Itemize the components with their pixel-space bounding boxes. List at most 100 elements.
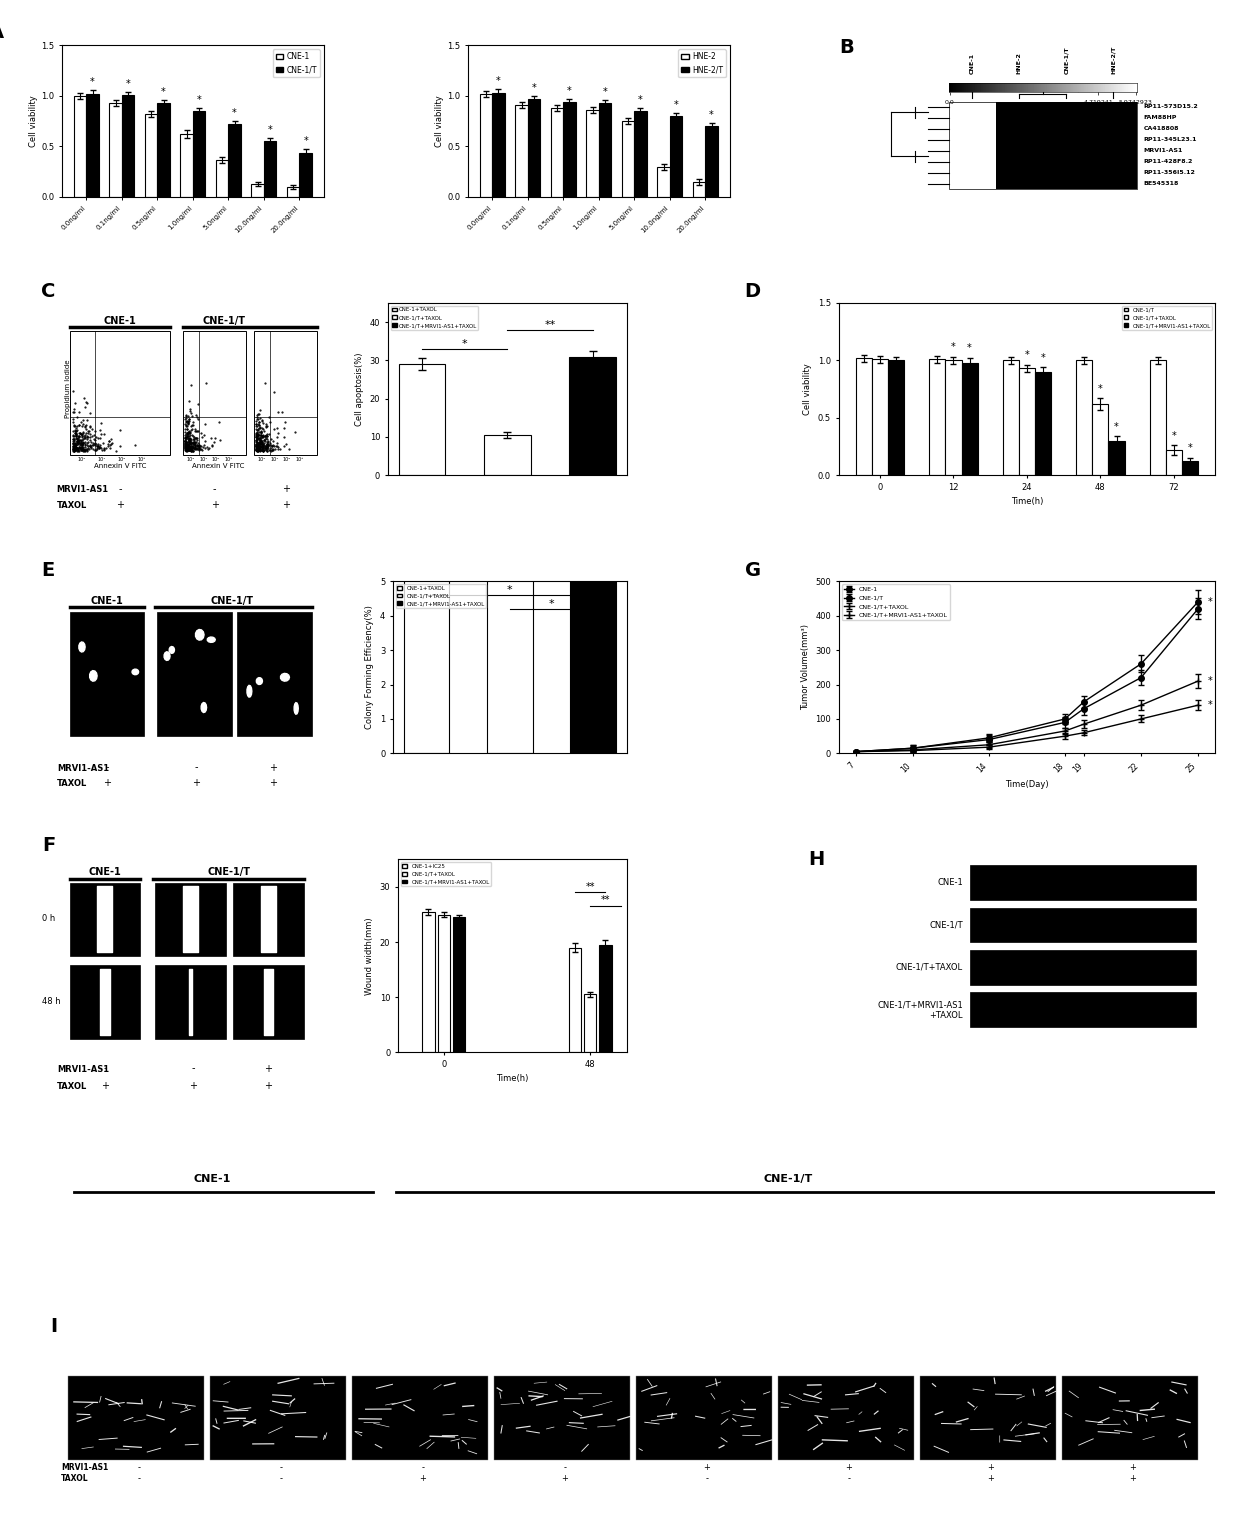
Text: -: - (118, 485, 122, 494)
Legend: CNE-1+TAXOL, CNE-1/T+TAXOL, CNE-1/T+MRVI1-AS1+TAXOL: CNE-1+TAXOL, CNE-1/T+TAXOL, CNE-1/T+MRVI… (391, 306, 479, 330)
Point (417, 0, 436, 3)
Text: Annexin V FITC: Annexin V FITC (94, 464, 146, 470)
Bar (1090, 168, 1137, 179)
Point (303, 115, 322, 139)
Point (391, 30, 410, 55)
Bar (1092, 405, 1109, 476)
Point (284, 0, 304, 3)
Point (321, 70, 341, 94)
Text: CNE-1: CNE-1 (88, 867, 122, 877)
Point (293, 141, 312, 165)
Bar (1182, 462, 1198, 476)
Point (611, 65, 631, 89)
Text: HNE-2/T: HNE-2/T (1111, 45, 1116, 74)
Bar (1090, 179, 1137, 189)
Point (394, 9, 414, 33)
Y-axis label: Cell viability: Cell viability (30, 95, 38, 147)
Point (296, 61, 316, 85)
Text: CNE-1/T+MRVI1-AS1
+TAXOL: CNE-1/T+MRVI1-AS1 +TAXOL (877, 1000, 963, 1020)
Text: -: - (138, 1463, 140, 1473)
Point (402, 0, 422, 15)
Point (397, 42, 417, 67)
Text: MRVI1-AS1: MRVI1-AS1 (57, 485, 109, 494)
Point (300, 80, 320, 105)
Bar (1090, 112, 1137, 124)
Point (367, 142, 387, 167)
Point (283, 45, 303, 70)
Point (329, 88, 348, 112)
Point (522, 132, 542, 156)
Bar (252, 183, 264, 197)
Point (325, 38, 345, 62)
Text: *: * (951, 342, 956, 353)
Point (371, 142, 391, 167)
Point (355, 86, 374, 111)
Point (324, 44, 343, 68)
Bar (996, 102, 1043, 112)
Point (374, 141, 394, 165)
Text: BE545318: BE545318 (1143, 182, 1179, 186)
Bar (286, 186, 299, 197)
Point (329, 58, 348, 82)
Point (319, 91, 339, 115)
Polygon shape (169, 647, 175, 653)
Text: *: * (304, 136, 308, 147)
Polygon shape (280, 673, 289, 682)
Point (291, 139, 311, 164)
Text: RP11-428F8.2: RP11-428F8.2 (1143, 159, 1193, 165)
Bar (403, 65, 449, 753)
Bar (961, 362, 977, 476)
Point (317, 76, 337, 100)
Text: CNE-1: CNE-1 (103, 315, 136, 326)
Text: CNE-1/T: CNE-1/T (202, 315, 246, 326)
Point (450, 76, 470, 100)
Bar (484, 435, 531, 476)
Text: TAXOL: TAXOL (61, 1474, 88, 1483)
Text: RP11-345L23.1: RP11-345L23.1 (1143, 138, 1197, 142)
Point (363, 26, 383, 50)
Point (308, 5, 327, 29)
X-axis label: Time(h): Time(h) (1011, 497, 1043, 506)
Point (374, 82, 394, 106)
Point (290, 111, 310, 135)
Point (361, 133, 381, 158)
Point (396, 145, 415, 170)
Y-axis label: Colony Forming Efficiency(%): Colony Forming Efficiency(%) (366, 606, 374, 729)
Point (469, 86, 489, 111)
Polygon shape (207, 636, 216, 642)
Text: *: * (1097, 383, 1102, 394)
Text: FAM88HP: FAM88HP (1143, 115, 1177, 121)
Point (289, 18, 309, 42)
Bar (872, 359, 888, 476)
Bar (996, 179, 1043, 189)
Point (487, 100, 507, 124)
Legend: CNE-1+TAXOL, CNE-1/T+TAXOL, CNE-1/T+MRVI1-AS1+TAXOL: CNE-1+TAXOL, CNE-1/T+TAXOL, CNE-1/T+MRVI… (396, 583, 486, 608)
Bar (670, 117, 682, 197)
Bar (971, 865, 1197, 900)
Bar (1043, 135, 1090, 145)
Text: *: * (1040, 353, 1045, 362)
Text: CA418808: CA418808 (1143, 126, 1179, 132)
Point (311, 86, 331, 111)
Text: *: * (603, 86, 608, 97)
Point (284, 120, 304, 144)
Point (377, 118, 397, 142)
Bar (480, 94, 492, 197)
Point (365, 89, 384, 114)
Text: G: G (744, 561, 760, 580)
Point (347, 0, 367, 15)
Point (334, 82, 353, 106)
Bar (971, 950, 1197, 985)
Point (413, 153, 433, 177)
Point (347, 61, 367, 85)
Text: +: + (269, 779, 277, 788)
Point (366, 108, 386, 132)
Text: 10²: 10² (283, 458, 291, 462)
Point (405, 135, 425, 159)
Point (284, 94, 304, 118)
Bar (87, 94, 99, 197)
Point (551, 152, 570, 176)
Text: -: - (847, 1474, 851, 1483)
Point (616, 98, 636, 123)
Point (451, 126, 471, 150)
